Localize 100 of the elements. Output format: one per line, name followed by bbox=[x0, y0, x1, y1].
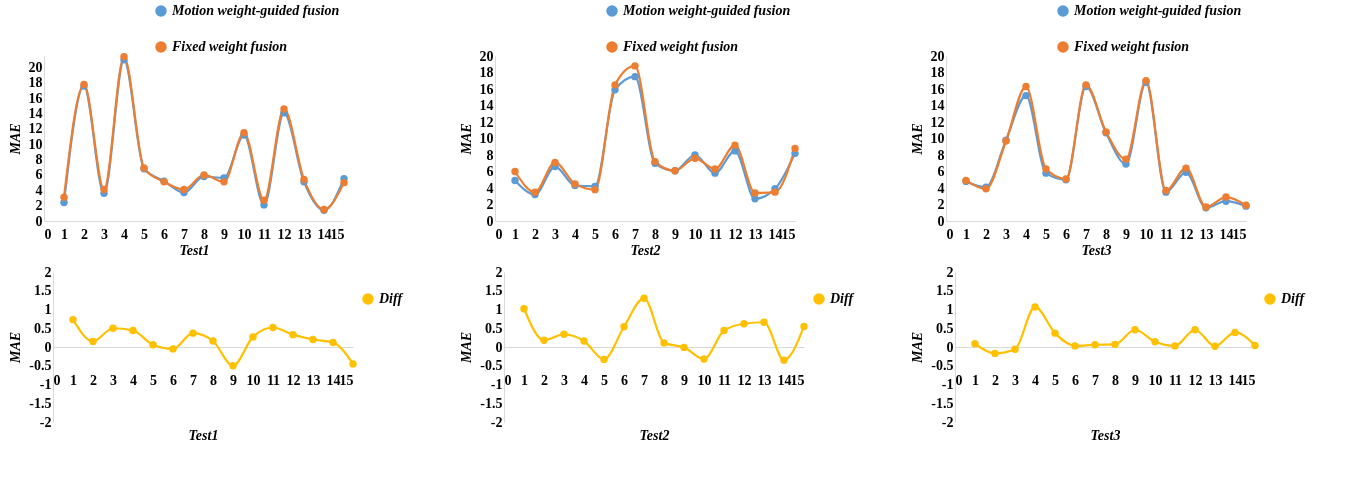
point bbox=[1211, 342, 1219, 350]
x-tick-label: 5 bbox=[1052, 372, 1059, 388]
y-tick-label: 8 bbox=[937, 147, 945, 163]
x-tick-label: 8 bbox=[210, 372, 217, 388]
y-tick-label: 0 bbox=[44, 339, 52, 355]
point bbox=[1222, 193, 1230, 201]
y-tick-label: 0 bbox=[946, 339, 954, 355]
y-tick-label: 0 bbox=[35, 213, 43, 229]
point bbox=[1111, 340, 1119, 349]
y-tick-label: -1.5 bbox=[480, 395, 503, 411]
x-tick-label: 4 bbox=[121, 226, 128, 242]
x-tick-label: 1 bbox=[521, 372, 528, 388]
x-tick-label: 4 bbox=[1032, 372, 1039, 388]
point bbox=[800, 322, 808, 331]
point bbox=[1091, 341, 1099, 349]
point bbox=[640, 294, 648, 302]
x-tick-label: 12 bbox=[277, 226, 292, 242]
x-tick-label: 12 bbox=[1188, 372, 1203, 388]
y-tick-label: 1 bbox=[946, 302, 954, 317]
point bbox=[751, 195, 759, 203]
legend-label: Diff bbox=[1280, 291, 1306, 306]
x-tick-label: 4 bbox=[572, 226, 579, 242]
x-tick-label: 15 bbox=[1232, 226, 1247, 242]
x-tick-label: 8 bbox=[652, 226, 659, 242]
point bbox=[1171, 342, 1179, 350]
x-tick-label: 1 bbox=[512, 226, 519, 242]
y-axis-title: MAE bbox=[458, 123, 474, 156]
x-tick-label: 8 bbox=[1112, 372, 1119, 388]
point bbox=[280, 105, 288, 113]
point bbox=[149, 341, 157, 349]
y-tick-label: 6 bbox=[937, 164, 945, 179]
y-tick-label: 20 bbox=[28, 60, 43, 76]
point bbox=[1042, 165, 1050, 173]
x-tick-label: 2 bbox=[541, 372, 548, 388]
y-tick-label: -2 bbox=[941, 414, 954, 430]
y-tick-label: 12 bbox=[28, 121, 43, 137]
x-tick-label: 13 bbox=[297, 226, 312, 242]
point bbox=[971, 339, 979, 348]
y-tick-label: 6 bbox=[486, 164, 494, 179]
point bbox=[1251, 341, 1259, 350]
y-tick-label: 10 bbox=[479, 131, 494, 146]
y-tick-label: 4 bbox=[937, 180, 945, 196]
y-tick-label: -1.5 bbox=[931, 395, 954, 411]
x-tick-label: 3 bbox=[561, 372, 568, 388]
x-tick-label: 10 bbox=[1148, 372, 1163, 388]
x-tick-label: 11 bbox=[708, 226, 723, 242]
point bbox=[631, 62, 639, 70]
y-tick-label: 0 bbox=[495, 339, 503, 355]
y-tick-label: -0.5 bbox=[480, 358, 503, 374]
point bbox=[1022, 82, 1030, 91]
y-tick-label: 16 bbox=[28, 90, 43, 106]
point bbox=[89, 337, 97, 346]
x-axis-title: Test1 bbox=[179, 242, 210, 258]
point bbox=[269, 323, 277, 332]
point bbox=[791, 144, 799, 153]
y-tick-label: 12 bbox=[479, 114, 494, 130]
point bbox=[720, 326, 728, 335]
x-tick-label: 13 bbox=[306, 372, 321, 388]
x-tick-label: 10 bbox=[246, 372, 261, 388]
point bbox=[740, 320, 748, 328]
x-tick-label: 12 bbox=[286, 372, 301, 388]
point bbox=[289, 330, 297, 339]
x-tick-label: 6 bbox=[612, 226, 619, 242]
x-tick-label: 7 bbox=[1092, 372, 1099, 388]
x-tick-label: 9 bbox=[230, 372, 237, 388]
y-tick-label: 4 bbox=[35, 182, 43, 198]
point bbox=[209, 337, 217, 345]
y-tick-label: 1 bbox=[495, 302, 503, 317]
point bbox=[600, 355, 608, 364]
y-tick-label: 14 bbox=[930, 98, 945, 113]
x-tick-label: 6 bbox=[170, 372, 177, 388]
point bbox=[340, 178, 348, 187]
x-tick-label: 2 bbox=[81, 226, 88, 242]
x-tick-label: 4 bbox=[1023, 226, 1030, 242]
x-tick-label: 7 bbox=[1083, 226, 1090, 242]
point bbox=[560, 330, 568, 338]
x-tick-label: 5 bbox=[141, 226, 148, 242]
point bbox=[660, 339, 668, 347]
x-tick-label: 15 bbox=[339, 372, 354, 388]
y-tick-label: 0.5 bbox=[34, 320, 52, 336]
y-tick-label: 2 bbox=[495, 264, 503, 280]
x-tick-label: 14 bbox=[1219, 226, 1234, 242]
y-axis-title: MAE bbox=[909, 123, 925, 156]
y-tick-label: 0 bbox=[937, 213, 945, 229]
x-tick-label: 8 bbox=[661, 372, 668, 388]
y-tick-label: 1.5 bbox=[34, 283, 52, 299]
y-tick-label: 2 bbox=[486, 197, 494, 212]
x-tick-label: 12 bbox=[728, 226, 743, 242]
legend-label: Motion weight-guided fusion bbox=[171, 3, 340, 18]
point bbox=[991, 349, 999, 358]
point bbox=[540, 336, 548, 344]
y-tick-label: 0 bbox=[486, 213, 494, 229]
x-tick-label: 4 bbox=[581, 372, 588, 388]
x-tick-label: 7 bbox=[641, 372, 648, 388]
x-tick-label: 3 bbox=[101, 226, 108, 242]
x-tick-label: 11 bbox=[717, 372, 732, 388]
y-tick-label: 1 bbox=[44, 302, 52, 317]
x-tick-label: 10 bbox=[688, 226, 703, 242]
legend-label: Motion weight-guided fusion bbox=[1073, 3, 1242, 18]
point bbox=[1182, 164, 1190, 172]
